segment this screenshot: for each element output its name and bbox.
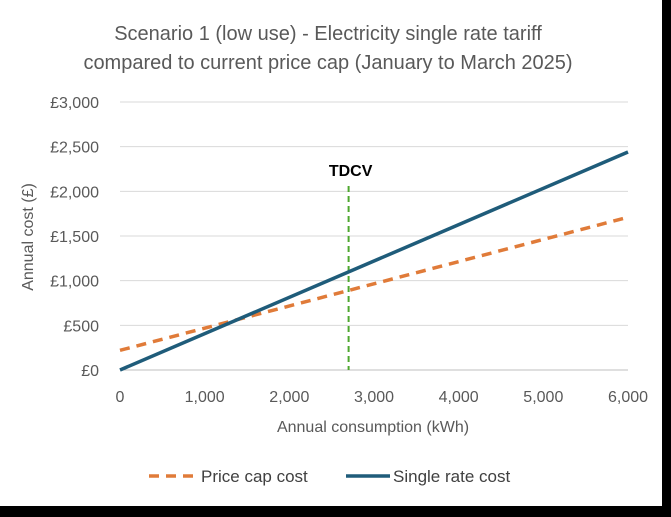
legend-label-0: Price cap cost bbox=[201, 467, 308, 486]
y-tick-label-2: £1,000 bbox=[50, 274, 99, 291]
series-line-0 bbox=[119, 215, 629, 353]
chart-title-line-2: compared to current price cap (January t… bbox=[83, 52, 572, 74]
gridlines bbox=[120, 101, 628, 371]
x-axis-ticks: 0 1,000 2,000 3,000 4,000 5,000 6,000 bbox=[116, 389, 649, 406]
x-tick-label-2: 2,000 bbox=[269, 389, 309, 406]
x-axis-label: Annual consumption (kWh) bbox=[277, 419, 469, 436]
x-tick-label-6: 6,000 bbox=[608, 389, 648, 406]
annotation-label-0: TDCV bbox=[329, 163, 373, 180]
y-tick-label-1: £500 bbox=[63, 318, 99, 335]
legend: Price cap cost Single rate cost bbox=[149, 467, 510, 486]
x-tick-label-4: 4,000 bbox=[439, 389, 479, 406]
y-tick-label-4: £2,000 bbox=[50, 184, 99, 201]
y-axis-ticks: £0 £500 £1,000 £1,500 £2,000 £2,500 £3,000 bbox=[50, 95, 99, 380]
annotations: TDCV bbox=[329, 163, 373, 370]
x-tick-label-0: 0 bbox=[116, 389, 125, 406]
y-tick-label-3: £1,500 bbox=[50, 229, 99, 246]
x-tick-label-5: 5,000 bbox=[523, 389, 563, 406]
chart: Scenario 1 (low use) - Electricity singl… bbox=[20, 23, 649, 486]
legend-label-1: Single rate cost bbox=[393, 467, 510, 486]
series-line-1 bbox=[119, 150, 629, 372]
chart-title-line-1: Scenario 1 (low use) - Electricity singl… bbox=[114, 23, 542, 45]
y-tick-label-5: £2,500 bbox=[50, 140, 99, 157]
y-tick-label-0: £0 bbox=[81, 363, 99, 380]
x-tick-label-1: 1,000 bbox=[185, 389, 225, 406]
y-tick-label-6: £3,000 bbox=[50, 95, 99, 112]
y-axis-label: Annual cost (£) bbox=[20, 183, 37, 291]
chart-card: Scenario 1 (low use) - Electricity singl… bbox=[0, 0, 662, 506]
x-tick-label-3: 3,000 bbox=[354, 389, 394, 406]
series-lines bbox=[119, 150, 629, 372]
